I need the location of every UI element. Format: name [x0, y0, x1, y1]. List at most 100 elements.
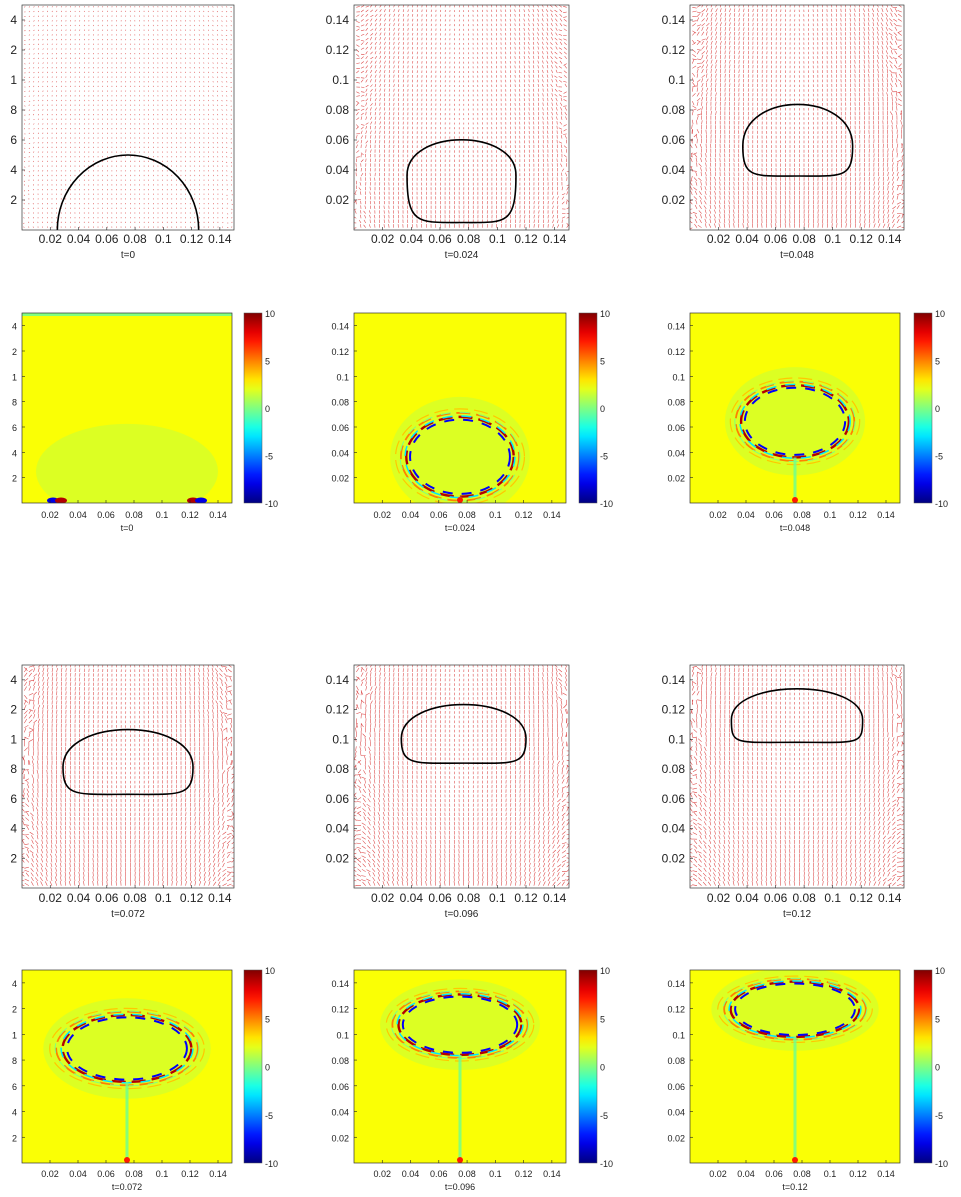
colorbar-tick-label: -5	[600, 1111, 608, 1121]
axes-frame	[21, 969, 233, 1164]
colorbar: 10 5 0 -5 -10	[578, 966, 613, 1169]
velocity-panel: 0.02 0.04 0.06 0.08 0.1 0.12 0.14 2 4 6 8 1 2 4 t=0	[10, 4, 235, 261]
plot-area	[690, 5, 904, 230]
colorbar-tick-label: -10	[265, 499, 278, 509]
colorbar-tick-label: 10	[935, 966, 945, 976]
y-tick-label: 2	[10, 193, 17, 207]
shear-band	[394, 408, 526, 503]
y-tick-label: 0.06	[667, 1082, 685, 1092]
x-tick-label: 0.06	[428, 232, 452, 246]
colorbar-tick-label: -10	[600, 1159, 613, 1169]
y-tick-label: 2	[10, 703, 17, 717]
vorticity-panel: 10 5 0 -5 -10 0.02 0.04 0.06 0.08 0.1 0.12 0.14 2 4 6 8…	[12, 309, 278, 533]
y-tick-label: 0.06	[662, 133, 686, 147]
colorbar-tick-label: 10	[265, 966, 275, 976]
wake-spot	[124, 1157, 130, 1163]
y-tick-label: 8	[10, 103, 17, 117]
velocity-field	[354, 665, 569, 887]
vorticity-panel: 10 5 0 -5 -10 0.02 0.04 0.06 0.08 0.1 0.12 0.14 0.02…	[667, 966, 948, 1192]
x-tick-label: 0.08	[457, 891, 481, 905]
x-tick-label: 0.14	[543, 232, 567, 246]
colorbar-tick-label: -10	[600, 499, 613, 509]
x-tick-label: 0.12	[850, 232, 874, 246]
colorbar-gradient	[243, 969, 263, 1164]
axes-frame	[21, 4, 235, 231]
y-tick-label: 0.08	[326, 103, 350, 117]
y-tick-label: 0.1	[668, 73, 685, 87]
vorticity-panel: 10 5 0 -5 -10 0.02 0.04 0.06 0.08 0.1 0.12 0.14 0.02…	[331, 309, 613, 533]
y-tick-label: 0.04	[331, 1108, 349, 1118]
velocity-arrows	[23, 6, 233, 228]
bubble-interface	[741, 103, 854, 177]
colorbar-tick-label: 0	[600, 1063, 605, 1073]
x-tick-label: 0.14	[878, 891, 902, 905]
y-tick-label: 2	[12, 1133, 17, 1143]
shear-band	[401, 995, 519, 1054]
plot-area	[22, 5, 234, 230]
vorticity-map	[690, 313, 900, 503]
x-tick-label: 0.04	[402, 510, 420, 520]
x-tick-label: 0.02	[707, 891, 731, 905]
plot-area	[22, 665, 234, 888]
time-label: t=0.048	[780, 250, 814, 261]
x-tick-label: 0.04	[735, 232, 759, 246]
y-tick-label: 0.04	[662, 822, 686, 836]
vorticity-panel: 10 5 0 -5 -10 0.02 0.04 0.06 0.08 0.1 0.12 0.14 0.02…	[331, 966, 613, 1192]
y-tick-label: 0.08	[662, 762, 686, 776]
x-tick-label: 0.04	[402, 1169, 420, 1179]
colorbar-tick-label: 10	[265, 309, 275, 319]
colorbar-gradient	[578, 969, 598, 1164]
x-tick-label: 0.08	[123, 232, 147, 246]
x-tick-label: 0.1	[155, 891, 172, 905]
vorticity-map	[354, 313, 566, 503]
x-tick-label: 0.04	[69, 510, 87, 520]
bubble-interface	[56, 154, 200, 230]
axes-frame	[21, 312, 233, 504]
colorbar-tick-label: -10	[935, 1159, 948, 1169]
x-tick-label: 0.14	[209, 1169, 227, 1179]
x-tick-label: 0.02	[709, 1169, 727, 1179]
y-tick-label: 0.1	[332, 73, 349, 87]
colorbar-tick-label: 0	[265, 1063, 270, 1073]
x-tick-label: 0.02	[39, 232, 63, 246]
y-tick-label: 0.04	[331, 448, 349, 458]
time-label: t=0.024	[445, 250, 479, 261]
x-tick-label: 0.04	[400, 232, 424, 246]
velocity-panel: 0.02 0.04 0.06 0.08 0.1 0.12 0.14 0.02 0.04 0.06 0…	[326, 664, 570, 920]
y-tick-label: 0.06	[331, 423, 349, 433]
x-tick-label: 0.1	[824, 891, 841, 905]
y-tick-label: 0.12	[662, 703, 686, 717]
colorbar: 10 5 0 -5 -10	[913, 309, 948, 509]
axes-frame	[689, 312, 901, 504]
colorbar: 10 5 0 -5 -10	[578, 309, 613, 509]
x-tick-label: 0.04	[69, 1169, 87, 1179]
y-tick-label: 2	[12, 347, 17, 357]
plot-area	[354, 5, 569, 230]
velocity-arrows	[354, 5, 569, 229]
y-tick-label: 0.12	[662, 43, 686, 57]
colorbar-tick-label: 10	[600, 309, 610, 319]
y-tick-label: 4	[12, 1108, 17, 1118]
x-tick-label: 0.06	[430, 1169, 448, 1179]
y-tick-label: 6	[10, 133, 17, 147]
y-tick-label: 0.14	[662, 13, 686, 27]
y-tick-label: 0.04	[667, 1108, 685, 1118]
vorticity-map	[354, 970, 566, 1163]
shear-band	[49, 1007, 205, 1090]
y-tick-label: 0.02	[667, 474, 685, 484]
x-tick-label: 0.14	[877, 1169, 895, 1179]
x-tick-label: 0.04	[737, 510, 755, 520]
x-tick-label: 0.14	[877, 510, 895, 520]
y-tick-label: 0.06	[326, 792, 350, 806]
y-tick-label: 4	[10, 673, 17, 687]
y-tick-label: 0.04	[326, 163, 350, 177]
x-tick-label: 0.02	[41, 1169, 59, 1179]
y-tick-label: 0.12	[331, 1005, 349, 1015]
plot-area	[690, 665, 904, 888]
x-tick-label: 0.04	[67, 232, 91, 246]
velocity-panel: 0.02 0.04 0.06 0.08 0.1 0.12 0.14 2 4 6 8 1 2 4 t=0.07…	[10, 664, 235, 920]
colorbar-tick-label: 5	[600, 357, 605, 367]
x-tick-label: 0.08	[792, 891, 816, 905]
wake-spot	[457, 497, 463, 503]
